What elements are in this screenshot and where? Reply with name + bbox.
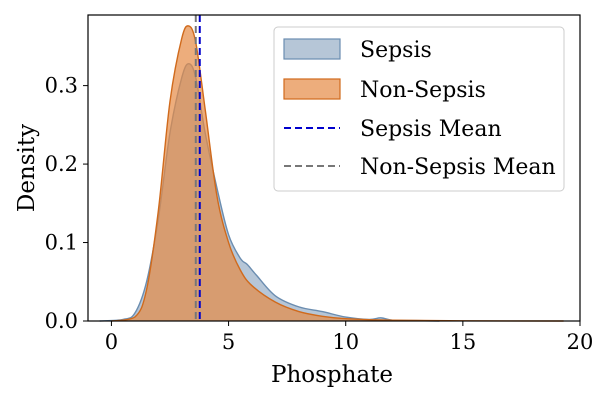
axis-ticks: 0 5 10 15 20 0.0 0.1 0.2 0.3 [45, 74, 594, 354]
y-tick-label: 0.1 [45, 231, 78, 255]
y-tick-label: 0.2 [45, 152, 78, 176]
legend-label-sepsis-mean: Sepsis Mean [360, 117, 502, 142]
legend-swatch-sepsis [283, 38, 341, 60]
y-axis-label: Density [14, 124, 40, 212]
legend-label-sepsis: Sepsis [360, 38, 432, 63]
density-line-non-sepsis [111, 25, 564, 322]
x-tick-label: 20 [567, 330, 594, 354]
y-tick-label: 0.0 [45, 309, 78, 333]
legend-box [273, 26, 565, 192]
legend-swatch-non-sepsis [283, 78, 341, 100]
plot-area [99, 15, 564, 322]
legend: Sepsis Non-Sepsis Sepsis Mean Non-Sepsis… [273, 26, 565, 192]
density-area-non-sepsis [111, 25, 564, 321]
x-tick-label: 15 [449, 330, 476, 354]
legend-label-non-sepsis-mean: Non-Sepsis Mean [360, 155, 556, 180]
x-tick-label: 5 [222, 330, 235, 354]
y-tick-label: 0.3 [45, 74, 78, 98]
legend-label-non-sepsis: Non-Sepsis [360, 78, 486, 103]
axes-frame [87, 14, 581, 322]
x-axis-label: Phosphate [271, 362, 393, 388]
x-tick-label: 0 [105, 330, 118, 354]
x-tick-label: 10 [332, 330, 359, 354]
